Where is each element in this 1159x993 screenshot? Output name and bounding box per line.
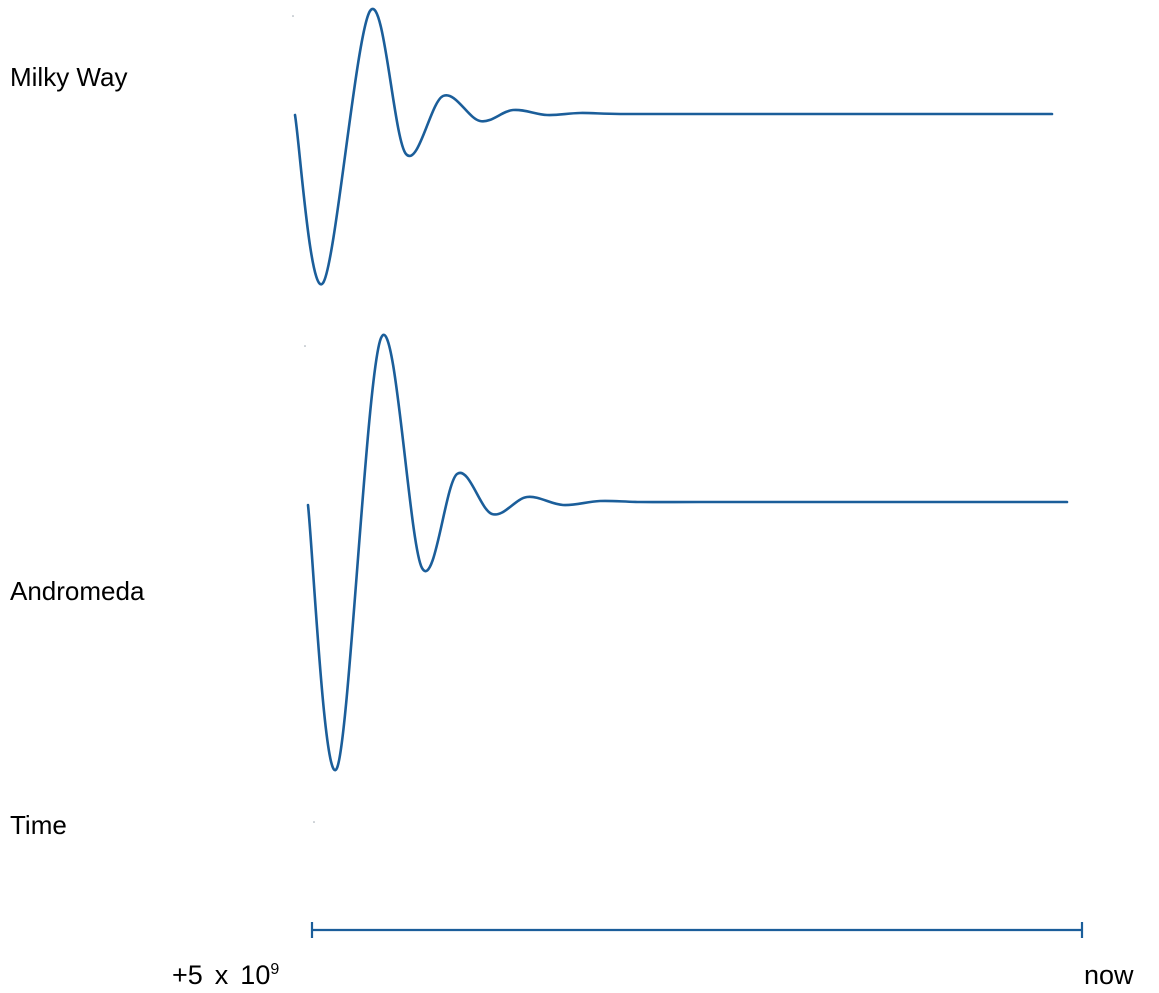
row-label-milky-way: Milky Way: [10, 62, 128, 92]
row-label-andromeda: Andromeda: [10, 576, 145, 606]
milky-way-wave: [293, 7, 1054, 286]
timeline-start-times: x: [214, 960, 229, 990]
time-axis-label: Time: [10, 810, 67, 840]
timeline-start-label: +5 x 109: [172, 962, 279, 989]
speck-mark-1: [292, 15, 294, 17]
timeline-start-prefix: +5: [172, 960, 203, 990]
timeline-start-exponent: 9: [270, 961, 280, 978]
timeline-end-label: now: [1084, 960, 1134, 990]
andromeda-wave: [306, 333, 1069, 772]
speck-mark-3: [313, 821, 315, 823]
timeline-start-base: 10: [240, 960, 271, 990]
speck-mark-2: [304, 345, 306, 347]
